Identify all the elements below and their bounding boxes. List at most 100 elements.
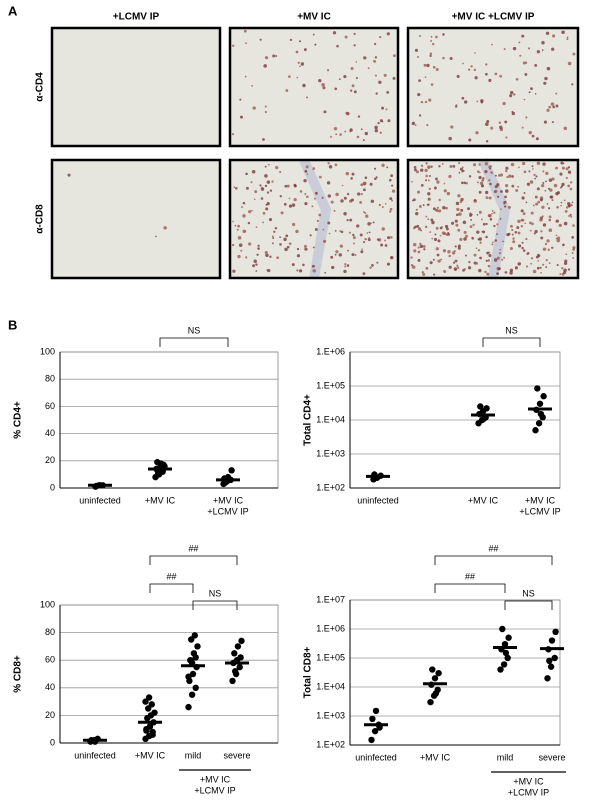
- stained-cell: [391, 184, 394, 187]
- stained-cell: [378, 80, 382, 84]
- stained-cell: [328, 232, 331, 235]
- micrograph: [406, 157, 580, 280]
- stained-cell: [532, 168, 534, 170]
- stained-cell: [292, 222, 296, 227]
- stained-cell: [569, 213, 572, 216]
- stained-cell: [390, 174, 394, 178]
- stained-cell: [381, 163, 385, 168]
- stained-cell: [327, 162, 330, 165]
- stained-cell: [423, 248, 426, 251]
- stained-cell: [542, 181, 545, 184]
- stained-cell: [571, 201, 574, 204]
- stained-cell: [448, 254, 451, 258]
- stained-cell: [488, 78, 492, 83]
- stained-cell: [353, 32, 356, 36]
- stained-cell: [441, 162, 444, 165]
- stained-cell: [484, 162, 489, 166]
- stained-cell: [485, 222, 488, 226]
- stained-cell: [454, 259, 458, 263]
- stained-cell: [561, 166, 565, 170]
- stained-cell: [556, 236, 561, 240]
- stained-cell: [334, 230, 337, 232]
- stained-cell: [344, 265, 346, 268]
- stained-cell: [351, 198, 354, 202]
- data-point: [188, 691, 196, 698]
- x-tick-label: mild: [497, 752, 514, 762]
- stained-cell: [560, 161, 564, 165]
- stained-cell: [433, 186, 437, 190]
- stained-cell: [444, 224, 449, 229]
- stained-cell: [548, 215, 552, 219]
- stained-cell: [377, 121, 380, 125]
- stained-cell: [376, 261, 379, 264]
- stained-cell: [385, 108, 388, 111]
- stained-cell: [295, 229, 299, 234]
- stained-cell: [346, 219, 349, 222]
- stained-cell: [465, 234, 468, 238]
- stained-cell: [531, 134, 535, 138]
- stained-cell: [322, 86, 326, 90]
- stained-cell: [536, 266, 540, 270]
- stained-cell: [488, 251, 491, 254]
- stained-cell: [441, 225, 443, 228]
- stained-cell: [480, 99, 484, 103]
- stained-cell: [422, 204, 425, 207]
- stained-cell: [539, 198, 543, 202]
- x-tick-label: +MV IC: [135, 750, 166, 760]
- stained-cell: [330, 135, 333, 138]
- stained-cell: [555, 92, 558, 95]
- stained-cell: [527, 252, 530, 255]
- stained-cell: [494, 72, 498, 76]
- stained-cell: [379, 35, 382, 39]
- stained-cell: [565, 176, 568, 180]
- stained-cell: [478, 175, 482, 180]
- stained-cell: [362, 272, 366, 276]
- stained-cell: [494, 174, 497, 177]
- stained-cell: [542, 162, 546, 166]
- stained-cell: [304, 169, 308, 173]
- stained-cell: [266, 191, 270, 194]
- stained-cell: [564, 209, 568, 213]
- stained-cell: [414, 48, 419, 52]
- stained-cell: [250, 181, 253, 184]
- stained-cell: [387, 236, 391, 240]
- stained-cell: [314, 228, 318, 231]
- stained-cell: [439, 234, 442, 237]
- stained-cell: [245, 42, 247, 45]
- data-point: [145, 705, 152, 712]
- stained-cell: [414, 124, 417, 127]
- stained-cell: [545, 259, 548, 262]
- stained-cell: [276, 256, 280, 260]
- x-tick-label: uninfected: [355, 752, 397, 762]
- stained-cell: [504, 120, 508, 124]
- stained-cell: [318, 175, 322, 179]
- stained-cell: [488, 214, 492, 218]
- stained-cell: [327, 221, 331, 225]
- stained-cell: [481, 218, 483, 221]
- data-point: [372, 707, 380, 715]
- stained-cell: [543, 120, 548, 124]
- stained-cell: [237, 236, 242, 240]
- stained-cell: [474, 76, 478, 80]
- stained-cell: [456, 207, 460, 212]
- stained-cell: [272, 54, 276, 58]
- stained-cell: [309, 234, 312, 237]
- stained-cell: [155, 235, 157, 238]
- stained-cell: [505, 184, 509, 188]
- stained-cell: [521, 246, 524, 250]
- stained-cell: [273, 230, 276, 233]
- stained-cell: [487, 264, 491, 268]
- stained-cell: [443, 269, 447, 273]
- stained-cell: [489, 218, 493, 221]
- stained-cell: [504, 189, 509, 193]
- data-point: [497, 666, 504, 673]
- stained-cell: [454, 245, 457, 248]
- stained-cell: [262, 138, 265, 141]
- y-tick-label: 60: [45, 655, 55, 665]
- stained-cell: [420, 229, 422, 232]
- data-point: [371, 727, 379, 735]
- stained-cell: [542, 263, 545, 266]
- stained-cell: [529, 180, 534, 184]
- stained-cell: [304, 202, 308, 206]
- stained-cell: [326, 69, 330, 72]
